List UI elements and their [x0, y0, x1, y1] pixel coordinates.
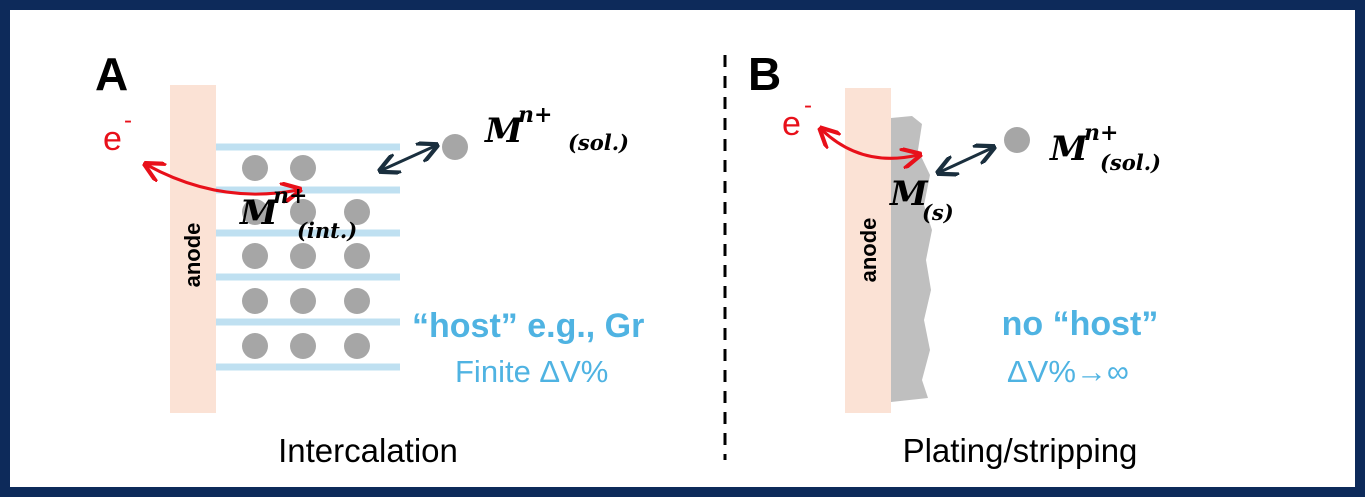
volume-label: ΔV%→∞: [1007, 354, 1129, 389]
ion: [1004, 127, 1030, 153]
ion-charge: n+: [1084, 120, 1118, 146]
panel-label: A: [95, 48, 128, 100]
electron-charge: -: [124, 107, 132, 134]
deposit-state: (s): [922, 200, 954, 225]
ion-charge: n+: [273, 183, 307, 209]
ion-state: (sol.): [1100, 150, 1161, 175]
ion-charge: n+: [518, 102, 552, 128]
panel-label: B: [748, 48, 781, 100]
caption: Plating/stripping: [903, 432, 1138, 469]
page: A anode e - M n+ (sol.) M n+ (int.) “hos…: [0, 0, 1365, 497]
caption: Intercalation: [278, 432, 458, 469]
ion-symbol: M: [1049, 129, 1089, 169]
electron-charge: -: [804, 92, 812, 119]
ion-state: (sol.): [568, 130, 629, 155]
anode-label: anode: [180, 223, 205, 288]
host-label: no “host”: [1002, 305, 1159, 343]
figure: A anode e - M n+ (sol.) M n+ (int.) “hos…: [0, 0, 1365, 497]
electron: e: [782, 105, 801, 143]
anode-label: anode: [856, 218, 881, 283]
ion-state: (int.): [297, 218, 357, 243]
host-label: “host” e.g., Gr: [412, 307, 644, 345]
volume-label: Finite ΔV%: [455, 354, 608, 389]
electron: e: [103, 120, 122, 158]
